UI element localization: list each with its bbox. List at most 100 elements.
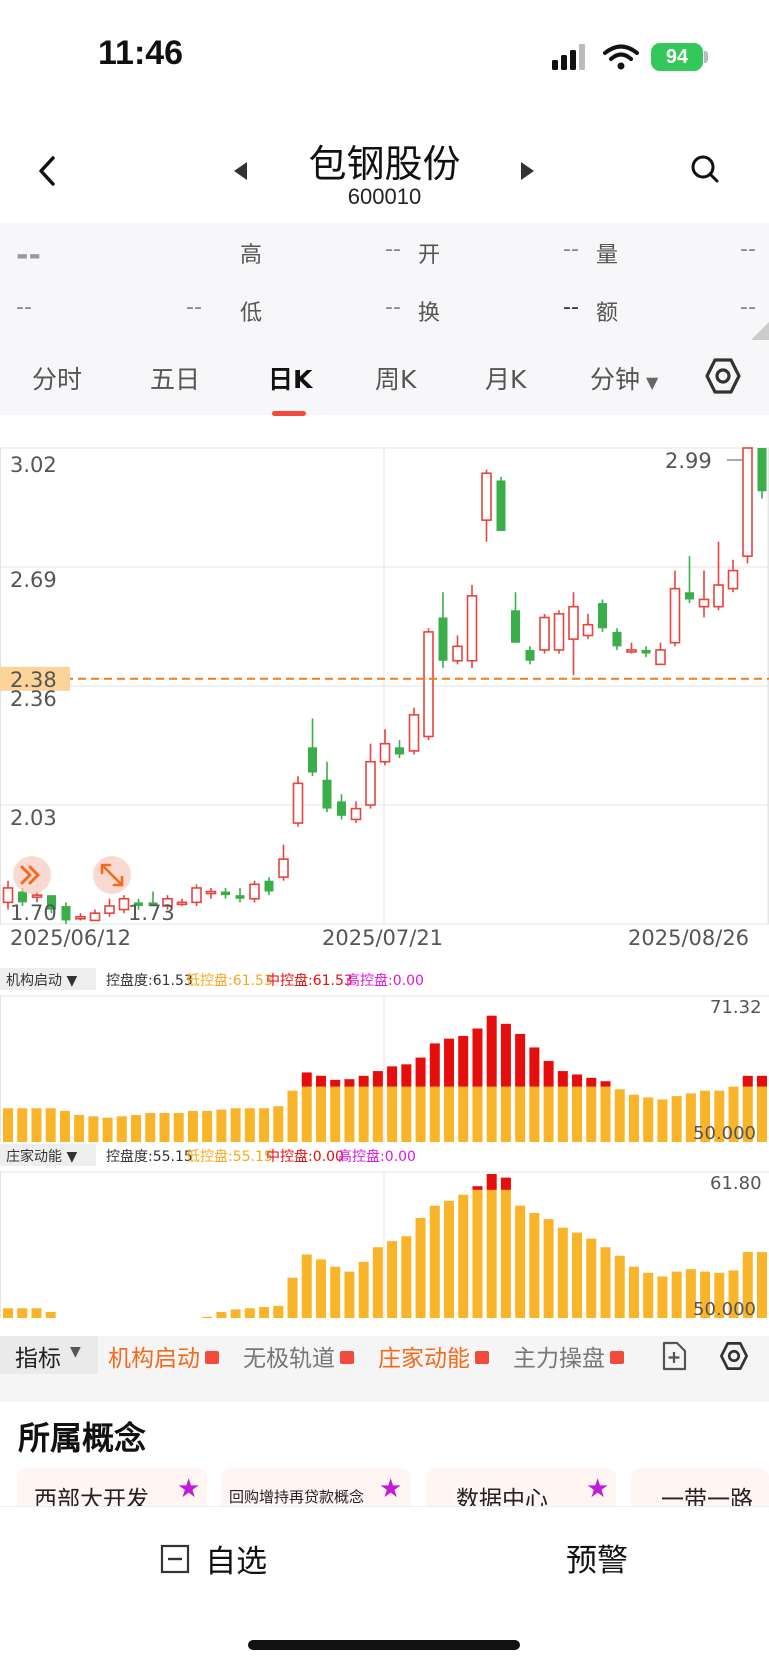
indicator-bar [543,1086,554,1142]
indicator-zjdn-label: 庄家动能 [378,1346,470,1372]
candle-body [191,887,202,904]
indicator-bar [330,1086,341,1142]
tab-five-day[interactable]: 五日 [150,365,201,394]
candle-body [89,912,101,922]
candle-body [134,902,143,906]
indicator-chart-2[interactable]: 庄家动能 ▼ 控盘度:55.15低控盘:55.15中控盘:0.00高控盘:0.00… [0,1142,769,1318]
price-line-badge [0,666,70,691]
kline-grid [0,447,769,925]
indicator-settings-icon[interactable] [719,1341,749,1371]
indicator-bar-top [458,1035,469,1087]
indicator-bar [59,1110,70,1142]
indicator-bar [301,1086,312,1142]
candle-body [278,858,289,878]
indicator-name[interactable]: 庄家动能 ▼ [6,1148,77,1165]
y-tick-label: 1.70 [10,901,57,925]
indicator-chart-1[interactable]: 机构启动 ▼ 控盘度:61.53低控盘:61.53中控盘:61.53高控盘:0.0… [0,966,769,1142]
candle-body [626,649,637,653]
tab-monthly-k[interactable]: 月K [485,365,527,394]
indicator-bar [572,1086,583,1142]
indicator-value-a: 控盘度:61.53 [106,972,193,989]
indicator-bar-top [557,1071,568,1087]
chevron-down-icon: ▼ [646,373,659,392]
low-label: 低 [240,301,263,326]
rewind-icon[interactable] [12,855,52,895]
expand-corner-icon[interactable] [751,322,769,340]
indicator-bar [486,1086,497,1142]
candle-body [612,631,622,647]
indicator-bar-top [586,1077,597,1087]
tab-weekly-k[interactable]: 周K [375,365,417,394]
indicator-zjdn[interactable]: 庄家动能 [378,1339,489,1373]
candle-body [568,605,579,640]
indicator-bar [643,1097,654,1142]
alert-button[interactable]: 预警 [566,1543,628,1579]
indicator-bar [45,1108,56,1142]
candle-body [466,595,478,662]
indicator-bar [586,1086,597,1142]
concept-chip[interactable]: 西部大开发 ★ [17,1468,207,1513]
indicator-zlcp[interactable]: 主力操盘 [513,1339,624,1373]
indicator-bar [600,1247,611,1318]
indicator-bar-top [742,1075,753,1087]
indicator-selector[interactable] [0,1336,98,1374]
candle-body [264,880,274,892]
indicator-bar [372,1086,383,1142]
indicator-bar [657,1099,668,1142]
watchlist-button[interactable]: 自选 [160,1536,267,1581]
next-stock-icon[interactable] [519,160,537,182]
candle-body [235,895,245,899]
stock-code: 600010 [347,184,422,209]
tab-minute[interactable]: 分钟 ▼ [590,360,658,396]
indicator-wjgd[interactable]: 无极轨道 [243,1339,354,1373]
indicator-bar [259,1307,270,1318]
tab-minute-label: 分钟 [590,365,641,394]
indicator-bar [685,1269,696,1318]
indicator-bar [273,1106,284,1142]
y-tick-label: 2.36 [10,687,57,711]
tab-daily-k[interactable]: 日K [268,365,313,394]
status-time: 11:46 [98,34,184,72]
candle-body [249,883,260,900]
indicator-bar-top [301,1072,312,1087]
back-icon[interactable] [36,155,58,187]
prev-stock-icon[interactable] [231,160,249,182]
indicator-bar [3,1108,13,1142]
indicator-bar [202,1316,213,1318]
y-tick-label: 3.02 [10,453,57,477]
indicator-bar [145,1112,156,1142]
y-tick-label: 2.03 [10,806,57,830]
indicator-bar-top [387,1066,398,1087]
chart-settings-icon[interactable] [704,357,742,395]
indicator-value-a: 控盘度:55.15 [106,1148,193,1165]
concept-chip[interactable]: 回购增持再贷款概念 ★ [221,1468,411,1512]
candle-body [365,760,376,806]
indicator-bar [458,1194,469,1318]
indicator-bar [700,1271,711,1318]
indicator-bar [3,1308,13,1318]
indicator-name-badge [0,968,96,990]
indicator-bar-top [500,1177,511,1190]
search-icon[interactable] [689,153,721,187]
kline-chart[interactable]: 2.38 3.02 2.69 2.36 2.03 1.70 2.99 1.732025/06/… [0,446,769,951]
tag-icon [475,1351,489,1364]
indicator-name[interactable]: 机构启动 ▼ [6,973,77,989]
candle-body [118,897,130,911]
indicator-bar [31,1308,42,1318]
indicator-bar [614,1255,625,1318]
indicator-bar [216,1109,227,1142]
indicator-bar [529,1213,540,1318]
candle-body [423,631,434,738]
add-indicator-icon[interactable] [660,1341,688,1371]
indicator-selector-label: 指标 [15,1346,61,1372]
candle-body [2,887,14,904]
fullscreen-icon[interactable] [92,855,132,895]
tab-intraday[interactable]: 分时 [32,365,83,394]
candle-body [727,569,739,590]
turnover-value: -- [563,295,579,320]
indicator-bar [742,1086,753,1142]
candle-body [757,448,767,492]
indicator-bar [757,1252,767,1318]
indicator-jgqd[interactable]: 机构启动 [108,1339,219,1373]
candle-body [31,894,43,898]
